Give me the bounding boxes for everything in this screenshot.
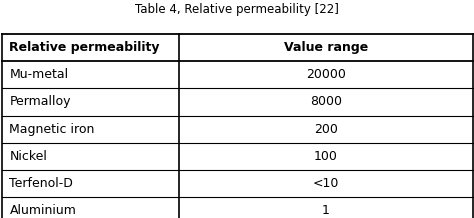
Text: Nickel: Nickel — [9, 150, 47, 163]
Text: Aluminium: Aluminium — [9, 204, 76, 217]
Text: Table 4, Relative permeability [22]: Table 4, Relative permeability [22] — [135, 3, 339, 16]
Text: Relative permeability: Relative permeability — [9, 41, 160, 54]
Text: Value range: Value range — [284, 41, 368, 54]
Text: 8000: 8000 — [310, 95, 342, 108]
Text: Magnetic iron: Magnetic iron — [9, 123, 95, 136]
Text: 200: 200 — [314, 123, 338, 136]
Text: 100: 100 — [314, 150, 338, 163]
Text: 1: 1 — [322, 204, 330, 217]
Text: Mu-metal: Mu-metal — [9, 68, 69, 81]
Text: Permalloy: Permalloy — [9, 95, 71, 108]
Text: 20000: 20000 — [306, 68, 346, 81]
Text: Terfenol-D: Terfenol-D — [9, 177, 73, 190]
Text: <10: <10 — [313, 177, 339, 190]
